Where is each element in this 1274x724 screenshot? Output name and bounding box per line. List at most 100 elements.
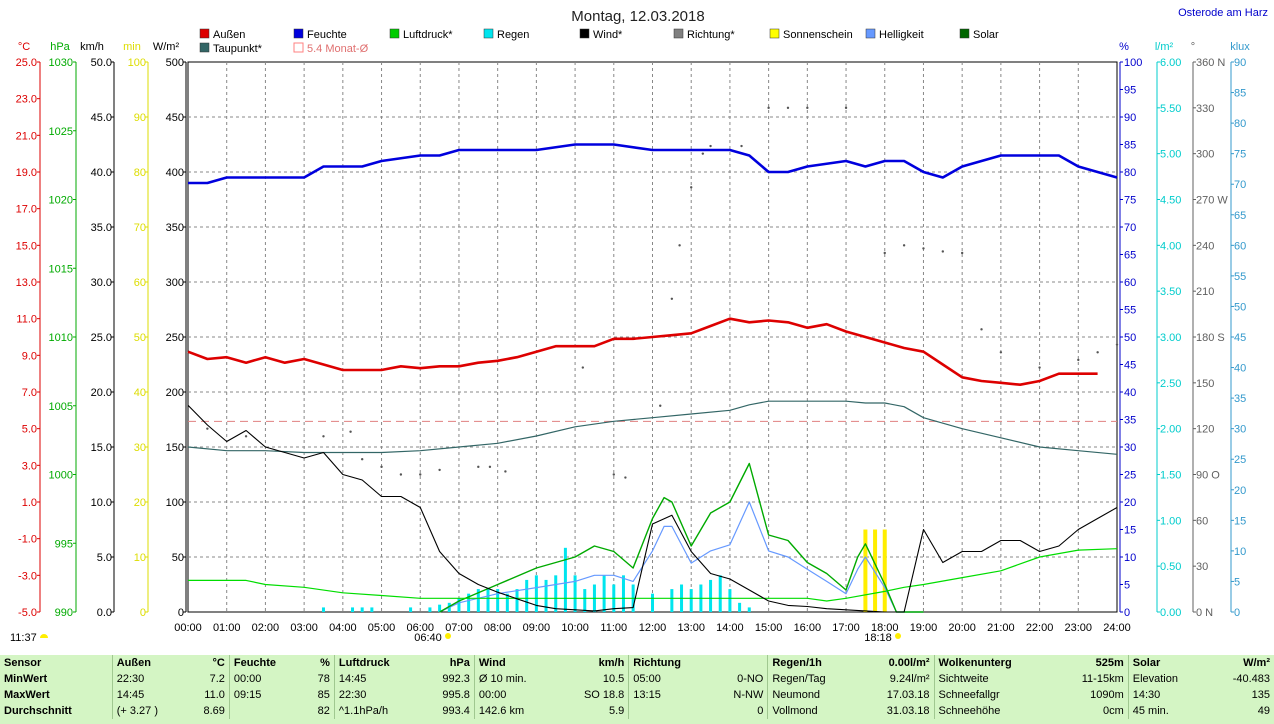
legend-swatch — [673, 28, 684, 39]
rain-bar-6 — [438, 604, 442, 612]
wind-tick-label: 5.0 — [97, 552, 112, 564]
direction-point-32 — [999, 351, 1003, 354]
humidity-tick-label: 100 — [1124, 57, 1142, 69]
temp-tick-label: 13.0 — [16, 277, 37, 289]
sun-tick-label: 60 — [134, 277, 146, 289]
stats-cell: 1090m — [1090, 689, 1124, 701]
direction-point-4 — [360, 458, 364, 461]
legend-label: Luftdruck* — [403, 29, 453, 41]
stats-cell: Luftdruck — [333, 655, 422, 671]
rain-bar-8 — [457, 598, 461, 612]
legend-swatch — [769, 28, 780, 39]
x-tick-label: 22:00 — [1026, 622, 1054, 634]
humidity-tick-label: 55 — [1124, 305, 1136, 317]
humidity-tick-label: 80 — [1124, 167, 1136, 179]
legend-item: Solar — [959, 28, 999, 41]
direction-point-26 — [883, 251, 886, 255]
legend-swatch — [199, 28, 210, 39]
rain-tick-label: 4.50 — [1160, 195, 1181, 207]
pressure-tick-label: 995 — [55, 538, 73, 550]
x-tick-label: 24:00 — [1103, 622, 1131, 634]
solar-unit-label: W/m² — [153, 41, 180, 53]
stats-cell: Ø 10 min. — [473, 671, 557, 687]
sunset-marker — [895, 633, 901, 639]
legend-item: Regen — [483, 28, 529, 41]
wind-tick-label: 15.0 — [91, 442, 112, 454]
stats-cell: -40.483 — [1232, 673, 1270, 685]
x-tick-label: 09:00 — [523, 622, 551, 634]
stats-cell: 11.0 — [204, 689, 225, 701]
stats-cell: Durchschnitt — [4, 705, 72, 717]
rain-tick-label: 6.00 — [1160, 57, 1181, 69]
x-tick-label: 01:00 — [213, 622, 241, 634]
sunrise-label: 06:40 — [414, 632, 442, 644]
lux-tick-label: 25 — [1234, 454, 1246, 466]
rain-bar-16 — [534, 575, 538, 612]
temp-tick-label: 5.0 — [22, 424, 37, 436]
weather-chart: Montag, 12.03.2018 Osterode am Harz Auße… — [10, 7, 1268, 644]
stats-cell: Regen/1h — [767, 655, 859, 671]
direction-point-30 — [960, 251, 964, 255]
wind-tick-label: 40.0 — [91, 167, 112, 179]
legend-label: Feuchte — [307, 29, 347, 41]
wind-tick-label: 50.0 — [91, 57, 112, 69]
rain-bar-34 — [728, 589, 732, 612]
direction-point-23 — [786, 106, 790, 110]
sun-tick-label: 10 — [134, 552, 146, 564]
lux-tick-label: 65 — [1234, 210, 1246, 222]
stats-cell: Außen — [111, 655, 186, 671]
lux-tick-label: 35 — [1234, 393, 1246, 405]
solar-tick-label: 0 — [178, 607, 184, 619]
stats-cell: Regen/Tag — [767, 671, 859, 687]
direction-point-27 — [902, 244, 906, 247]
pressure-tick-label: 1030 — [49, 57, 73, 69]
rain-bar-1 — [351, 607, 355, 612]
humidity-tick-label: 5 — [1124, 580, 1130, 592]
direction-point-20 — [709, 144, 712, 148]
wind-tick-label: 0.0 — [97, 607, 112, 619]
stats-cell: Richtung — [628, 655, 712, 671]
rain-bar-25 — [621, 575, 625, 612]
direction-point-9 — [477, 465, 480, 469]
lux-tick-label: 75 — [1234, 149, 1246, 161]
pressure-tick-label: 990 — [55, 607, 73, 619]
x-tick-label: 23:00 — [1065, 622, 1093, 634]
legend-label: Taupunkt* — [213, 43, 263, 55]
temp-tick-label: 3.0 — [22, 460, 37, 472]
x-tick-label: 02:00 — [252, 622, 280, 634]
rain-bar-17 — [544, 579, 548, 612]
direction-point-2 — [322, 435, 325, 438]
moon-marker — [40, 634, 48, 638]
legend-label: Richtung* — [687, 29, 735, 41]
direction-point-0 — [206, 427, 209, 430]
stats-cell: 993.4 — [442, 705, 470, 717]
solar-tick-label: 100 — [166, 497, 184, 509]
dir-tick-label: 330 — [1196, 103, 1214, 115]
rain-bar-23 — [602, 575, 606, 612]
rain-tick-label: 0.00 — [1160, 607, 1181, 619]
pressure-tick-label: 1005 — [49, 401, 73, 413]
humidity-unit-label: % — [1119, 41, 1129, 53]
stats-cell: 0.00l/m² — [888, 657, 930, 669]
stats-cell: Schneefallgr — [933, 687, 1055, 703]
location-label[interactable]: Osterode am Harz — [1178, 7, 1268, 19]
pressure-series-line — [188, 548, 1118, 602]
wind-tick-label: 45.0 — [91, 112, 112, 124]
temp-tick-label: 17.0 — [16, 204, 37, 216]
x-tick-label: 21:00 — [987, 622, 1015, 634]
legend-label: Solar — [973, 29, 999, 41]
stats-cell: Wind — [473, 655, 557, 671]
sun-tick-label: 70 — [134, 222, 146, 234]
temp-tick-label: -1.0 — [18, 534, 37, 546]
wind-tick-label: 25.0 — [91, 332, 112, 344]
footer-time: 11:37 — [10, 632, 37, 644]
wind-tick-label: 30.0 — [91, 277, 112, 289]
stats-cell: Wolkenunterg — [933, 655, 1055, 671]
stats-cell: 8.69 — [203, 705, 225, 717]
sunset-label: 18:18 — [864, 632, 892, 644]
temperature-series-line — [187, 317, 1098, 387]
x-tick-label: 06:00 — [406, 622, 434, 634]
solar-tick-label: 500 — [166, 57, 184, 69]
direction-point-6 — [399, 473, 403, 476]
brightness-series-line — [439, 501, 924, 613]
